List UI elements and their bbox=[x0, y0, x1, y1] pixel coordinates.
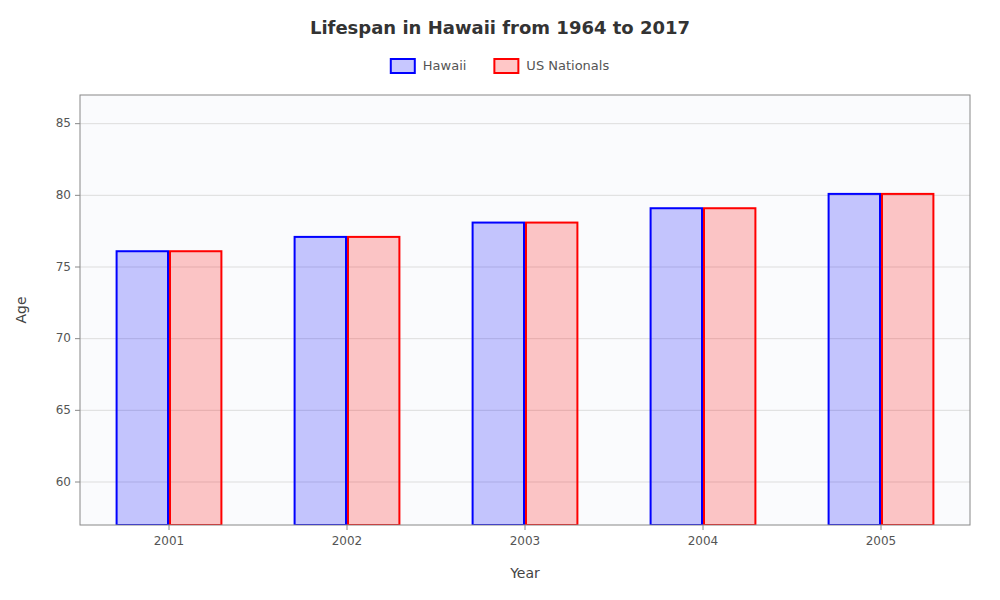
grid-line bbox=[80, 123, 970, 124]
y-tick-label: 75 bbox=[56, 260, 71, 274]
legend-swatch bbox=[494, 59, 518, 73]
bar bbox=[117, 251, 168, 525]
chart-title: Lifespan in Hawaii from 1964 to 2017 bbox=[310, 17, 690, 38]
bar-series bbox=[117, 194, 880, 525]
legend: Hawaii US Nationals bbox=[391, 58, 610, 74]
y-tick bbox=[75, 123, 80, 124]
bar bbox=[170, 251, 221, 525]
bar bbox=[295, 237, 346, 525]
bar bbox=[348, 237, 399, 525]
bar bbox=[526, 223, 577, 525]
x-tick bbox=[881, 525, 882, 530]
bar bbox=[473, 223, 524, 525]
legend-swatch bbox=[391, 59, 415, 73]
x-tick-label: 2004 bbox=[688, 534, 719, 548]
x-axis-label: Year bbox=[509, 565, 540, 581]
y-tick-label: 80 bbox=[56, 188, 71, 202]
y-tick-label: 60 bbox=[56, 475, 71, 489]
legend-label: Hawaii bbox=[423, 58, 467, 73]
y-tick-label: 65 bbox=[56, 403, 71, 417]
bar-series bbox=[170, 194, 933, 525]
x-tick-label: 2005 bbox=[866, 534, 897, 548]
x-tick-label: 2001 bbox=[154, 534, 185, 548]
x-axis: 2001 2002 2003 2004 2005 bbox=[154, 525, 897, 548]
bar bbox=[651, 208, 702, 525]
x-tick bbox=[169, 525, 170, 530]
bar bbox=[882, 194, 933, 525]
bars bbox=[117, 194, 934, 525]
x-tick bbox=[347, 525, 348, 530]
y-tick-label: 70 bbox=[56, 331, 71, 345]
x-tick-label: 2003 bbox=[510, 534, 541, 548]
x-tick bbox=[525, 525, 526, 530]
y-tick bbox=[75, 338, 80, 339]
legend-item: US Nationals bbox=[494, 58, 609, 74]
legend-label: US Nationals bbox=[526, 58, 609, 73]
bar bbox=[704, 208, 755, 525]
legend-item: Hawaii bbox=[391, 58, 467, 74]
plot-frame bbox=[80, 95, 970, 525]
y-tick bbox=[75, 195, 80, 196]
y-tick-label: 85 bbox=[56, 116, 71, 130]
y-tick bbox=[75, 482, 80, 483]
y-tick bbox=[75, 410, 80, 411]
y-axis: 60 65 70 75 80 85 bbox=[56, 116, 80, 488]
chart: 60 65 70 75 80 85 2001 2002 2003 2004 2005 Year Age L… bbox=[0, 0, 1000, 600]
x-tick-label: 2002 bbox=[332, 534, 363, 548]
y-axis-label: Age bbox=[13, 296, 29, 323]
x-tick bbox=[703, 525, 704, 530]
plot-background bbox=[80, 95, 970, 525]
y-tick bbox=[75, 267, 80, 268]
bar bbox=[829, 194, 880, 525]
